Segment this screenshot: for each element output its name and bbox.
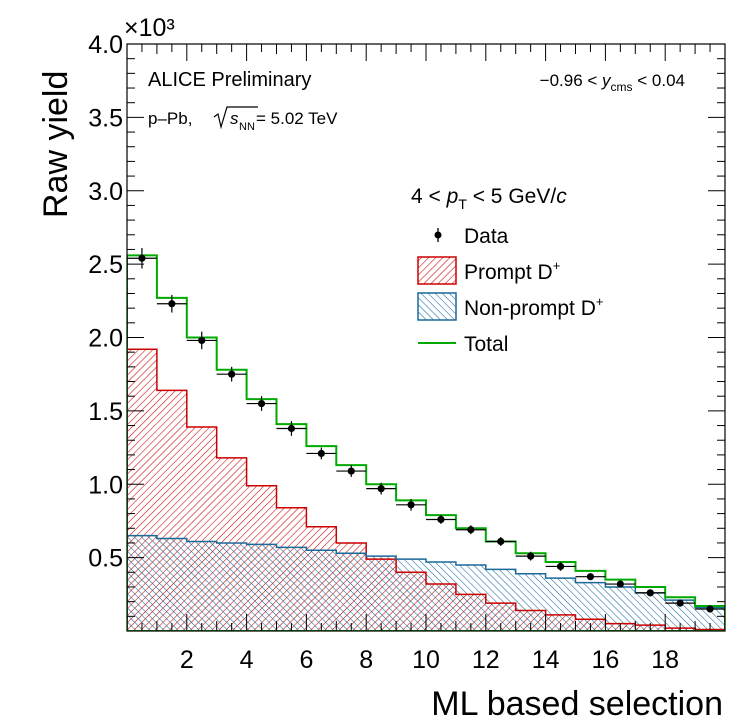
nonprompt-bar [515, 573, 546, 631]
data-point [426, 515, 456, 524]
y-tick-label: 3.5 [88, 104, 123, 132]
nonprompt-bar [485, 569, 516, 631]
nonprompt-bar [396, 559, 426, 631]
y-tick-label: 1.5 [88, 398, 123, 426]
nonprompt-bar [545, 578, 576, 631]
data-point [127, 247, 157, 269]
legend-entry-data: Data [434, 225, 509, 248]
legend-nonprompt-swatch [417, 292, 457, 321]
data-point [485, 537, 516, 546]
y-tick-label: 2.5 [88, 251, 123, 279]
experiment-label: ALICE Preliminary [148, 69, 311, 91]
nonprompt-bar [695, 607, 725, 631]
pt-range-label: 4 < pT < 5 GeV/c [411, 185, 567, 212]
data-point [186, 331, 217, 350]
y-multiplier-label: ×10³ [124, 14, 175, 42]
data-point [306, 447, 337, 460]
nonprompt-bar [455, 564, 486, 631]
nonprompt-bar [216, 542, 247, 631]
svg-text:4 < pT < 5 GeV/c: 4 < pT < 5 GeV/c [411, 185, 567, 212]
nonprompt-bar [186, 541, 217, 631]
legend: Data Prompt D+ Non-prompt D+ Total [417, 225, 603, 356]
nonprompt-bar [246, 544, 277, 631]
x-tick-label: 12 [472, 646, 500, 674]
svg-text:Prompt D+: Prompt D+ [464, 258, 560, 284]
svg-text:NN: NN [239, 121, 255, 133]
y-tick-label: 3.0 [88, 178, 123, 206]
svg-text:s: s [230, 109, 239, 128]
collision-system-label: p–Pb, s NN = 5.02 TeV [148, 106, 338, 133]
y-tick-label: 1.0 [88, 471, 123, 499]
x-tick-label: 16 [591, 646, 619, 674]
rapidity-label: −0.96 < ycms < 0.04 [540, 71, 685, 94]
nonprompt-bar [306, 550, 337, 631]
nonprompt-bar [575, 582, 606, 631]
legend-data-marker [434, 231, 442, 239]
data-point [336, 465, 367, 477]
y-axis-title: Raw yield [37, 71, 75, 218]
svg-text:−0.96 < ycms < 0.04: −0.96 < ycms < 0.04 [540, 71, 685, 94]
nonprompt-bar [336, 553, 367, 631]
data-point [605, 580, 636, 588]
data-point [665, 599, 696, 607]
x-tick-label: 10 [412, 646, 440, 674]
legend-entry-nonprompt: Non-prompt D+ [417, 292, 603, 321]
data-point [575, 573, 606, 581]
nonprompt-bar [156, 538, 187, 631]
legend-prompt-swatch [417, 256, 457, 285]
data-point [216, 366, 247, 382]
sqrt-symbol [213, 106, 258, 130]
nonprompt-bar [276, 547, 307, 631]
x-tick-label: 4 [240, 646, 254, 674]
data-point [455, 525, 486, 535]
svg-text:Total: Total [464, 333, 508, 356]
data-point [246, 396, 277, 411]
data-point [515, 551, 546, 561]
svg-text:= 5.02 TeV: = 5.02 TeV [256, 109, 338, 128]
nonprompt-bar [426, 562, 456, 631]
nonprompt-bar [366, 556, 397, 631]
legend-entry-total: Total [418, 333, 508, 356]
data-point [396, 498, 426, 511]
data-point [545, 562, 576, 571]
data-point [156, 294, 187, 313]
data-point [366, 482, 397, 495]
x-tick-label: 18 [651, 646, 679, 674]
x-tick-label: 6 [299, 646, 313, 674]
legend-entry-prompt: Prompt D+ [417, 256, 560, 285]
x-tick-label: 8 [359, 646, 373, 674]
nonprompt-bar [127, 535, 157, 631]
data-point [276, 421, 307, 436]
y-tick-label: 4.0 [88, 31, 123, 59]
y-tick-label: 2.0 [88, 325, 123, 353]
svg-text:Non-prompt D+: Non-prompt D+ [464, 294, 603, 320]
x-tick-label: 14 [532, 646, 560, 674]
x-tick-label: 2 [180, 646, 194, 674]
x-axis-title: ML based selection [431, 685, 723, 723]
data-point [695, 605, 725, 613]
svg-text:Data: Data [464, 225, 509, 248]
svg-text:p–Pb,: p–Pb, [148, 109, 192, 128]
y-tick-label: 0.5 [88, 545, 123, 573]
data-point [635, 589, 666, 597]
total-line [127, 254, 725, 631]
